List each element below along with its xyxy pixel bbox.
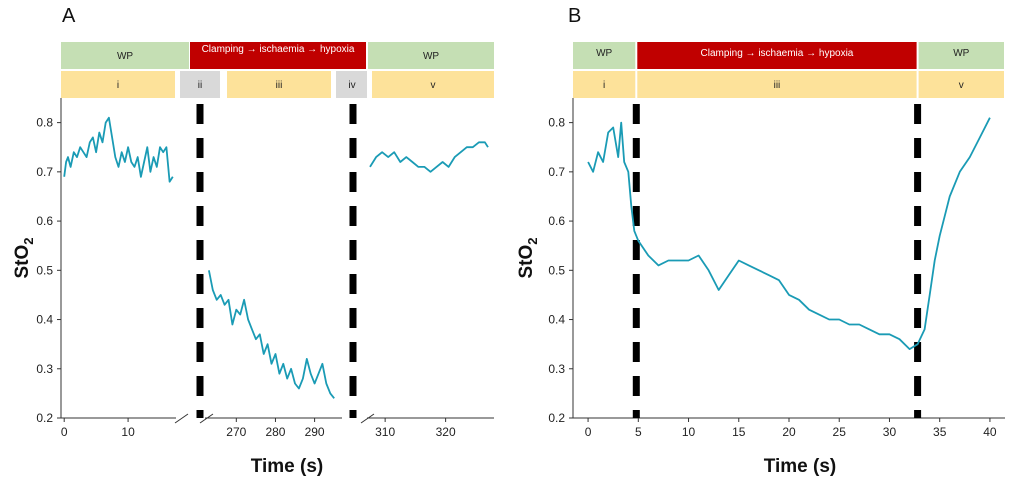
panel-b-band-clamp-2: [637, 42, 917, 69]
panel-b-x-tick-label: 5: [635, 425, 642, 439]
panel-b-y-axis-title-main: StO: [516, 245, 537, 279]
panel-a-y-tick-label: 0.8: [36, 116, 53, 130]
panel-a-band-iii-label: iii: [276, 80, 283, 91]
panel-b-x-tick-label: 25: [833, 425, 847, 439]
panel-b-dashed-lines: [632, 104, 922, 418]
panel-b-x-axis-title: Time (s): [764, 456, 837, 477]
panel-a-band-v-label: v: [431, 80, 436, 91]
panel-a-x-tick-label: 0: [61, 425, 68, 439]
panel-a-band-wp-left: [61, 42, 189, 69]
panel-a-axis-break-2: [199, 413, 214, 424]
panel-b-band-label: iii: [774, 80, 781, 91]
panel-b-x-tick-label: 30: [883, 425, 897, 439]
panel-a-band-ii-label: ii: [198, 80, 202, 91]
panel-b-band-phase-6: [918, 71, 1004, 98]
panel-a-x-tick-label: 320: [436, 425, 456, 439]
panel-a-x-tick-label: 290: [305, 425, 325, 439]
panel-a-x-ticks: 0 10 270 280 290 310 320: [61, 418, 456, 439]
panel-a-x-tick-label: 280: [265, 425, 285, 439]
panel-b-x-tick-label: 10: [682, 425, 696, 439]
panel-a-band-i: [61, 71, 175, 98]
panel-a-y-ticks: 0.2 0.3 0.4 0.5 0.6 0.7 0.8: [36, 116, 61, 425]
panel-a-y-tick-label: 0.2: [36, 411, 53, 425]
panel-a-axis-break-1: [174, 413, 189, 424]
panel-b-band-phase-5: [637, 71, 917, 98]
panel-b-y-axis-title-sub: 2: [525, 237, 540, 244]
panel-b-x-tick-label: 0: [585, 425, 592, 439]
panel-b-series: [587, 117, 991, 350]
panel-a-band-wp-left-label: WP: [117, 51, 133, 62]
panel-a-band-clamp-wrap: Clamping → ischaemia → hypoxia: [201, 44, 355, 55]
panel-a-band-clamp: [190, 42, 366, 69]
panel-a-band-iv: [336, 71, 367, 98]
panel-a-band-iv-label: iv: [348, 80, 355, 91]
panel-a-axis-break-3: [360, 413, 375, 424]
panel-b-band-label: v: [959, 80, 964, 91]
panel-b-x-tick-label: 20: [782, 425, 796, 439]
panel-a-y-tick-label: 0.7: [36, 165, 53, 179]
panel-b: B WP Clamping → ischaemia → hypoxia WPi iii…: [516, 5, 1005, 477]
panel-b-y-tick-label: 0.3: [548, 362, 565, 376]
panel-b-band-label: WP: [953, 48, 969, 59]
panel-a-band-v: [372, 71, 494, 98]
panel-b-y-axis-title: StO2: [516, 237, 540, 278]
panel-b-band-wp-1: [573, 42, 636, 69]
panel-b-y-ticks: 0.2 0.3 0.4 0.5 0.6 0.7 0.8: [548, 116, 573, 425]
panel-a-label: A: [62, 5, 76, 27]
panel-b-band-label: Clamping → ischaemia → hypoxia: [701, 48, 854, 59]
panel-a-y-axis-title: StO2: [12, 237, 36, 278]
panel-a-y-axis-title-sub: 2: [21, 237, 36, 244]
panel-a-band-iii: [227, 71, 331, 98]
panel-a-y-axis-title-main: StO: [12, 245, 33, 279]
panel-a-band-wp-right-label: WP: [423, 51, 439, 62]
panel-b-x-tick-label: 15: [732, 425, 746, 439]
panel-a-x-tick-label: 270: [226, 425, 246, 439]
panel-a-x-tick-label: 10: [121, 425, 135, 439]
panel-b-x-ticks: 0 5 10 15 20 25 30 35 40: [585, 418, 997, 439]
panel-a-line-segment-1: [63, 116, 174, 183]
panel-b-band-phase-4: [573, 71, 636, 98]
panel-a-y-tick-label: 0.5: [36, 263, 53, 277]
panel-b-y-tick-label: 0.8: [548, 116, 565, 130]
panel-a-line-segment-2: [208, 270, 335, 399]
panel-a-x-axis-title: Time (s): [251, 456, 324, 477]
panel-a: A WP Clamping → ischaemia → hypoxia WP i…: [12, 5, 494, 477]
panel-b-label: B: [568, 5, 581, 27]
panel-a-band-ii: [180, 71, 220, 98]
panel-a-band-i-label: i: [117, 80, 119, 91]
panel-b-y-tick-label: 0.7: [548, 165, 565, 179]
panel-b-x-tick-label: 35: [933, 425, 947, 439]
panel-b-y-tick-label: 0.6: [548, 214, 565, 228]
panel-b-band-label: WP: [596, 48, 612, 59]
panel-a-series: [63, 116, 489, 399]
panel-b-bands: WP Clamping → ischaemia → hypoxia WPi iii v: [573, 42, 1004, 98]
panel-a-band-wp-right: [368, 42, 494, 69]
panel-b-x-tick-label: 40: [983, 425, 997, 439]
panel-a-y-tick-label: 0.3: [36, 362, 53, 376]
panel-a-band-clamp-label: Clamping → ischaemia → hypoxia: [201, 44, 355, 55]
panel-a-line-segment-3: [369, 141, 489, 173]
panel-b-band-wp-3: [918, 42, 1004, 69]
panel-a-y-tick-label: 0.6: [36, 214, 53, 228]
panel-b-y-tick-label: 0.2: [548, 411, 565, 425]
panel-a-x-tick-label: 310: [375, 425, 395, 439]
panel-a-y-tick-label: 0.4: [36, 313, 53, 327]
panel-b-y-tick-label: 0.4: [548, 313, 565, 327]
panel-b-y-tick-label: 0.5: [548, 263, 565, 277]
panel-b-band-label: i: [603, 80, 605, 91]
panel-b-line: [587, 117, 991, 350]
